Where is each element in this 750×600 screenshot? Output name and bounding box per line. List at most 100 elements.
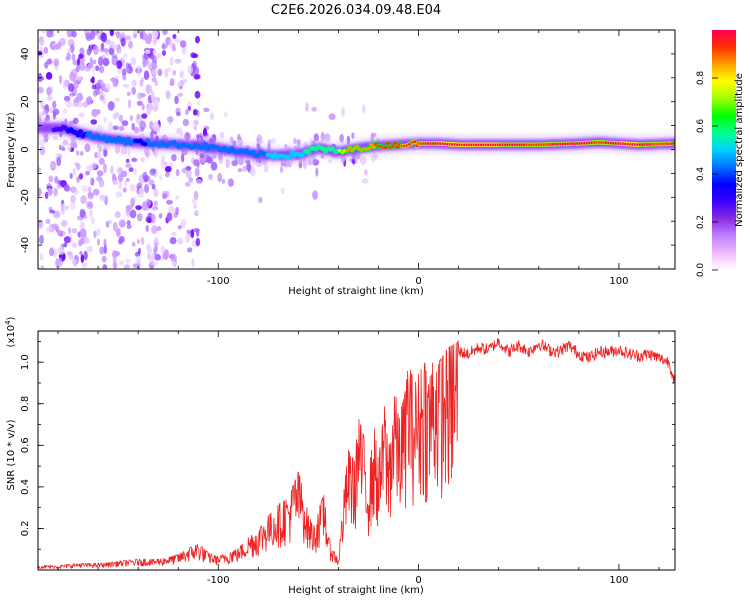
heatmap-noise-cell <box>52 135 59 141</box>
heatmap-noise-cell <box>192 60 197 67</box>
heatmap-noise-cell <box>66 251 72 256</box>
y-tick-label: 0.4 <box>20 479 31 495</box>
heatmap-noise-cell <box>351 132 355 139</box>
heatmap-noise-cell <box>51 45 56 50</box>
heatmap-noise-cell <box>172 33 177 39</box>
heatmap-noise-cell <box>55 258 59 268</box>
heatmap-noise-cell <box>203 107 210 113</box>
heatmap-noise-cell <box>68 92 76 97</box>
heatmap-noise-cell <box>96 238 101 246</box>
heatmap-noise-cell <box>128 40 133 49</box>
chart-title: C2E6.2026.034.09.48.E04 <box>271 3 441 18</box>
heatmap-ridge-peak <box>672 142 675 145</box>
heatmap-noise-cell <box>53 210 61 219</box>
snr-panel: -100 0 100 0.2 0.4 0.6 0.8 1.0 Height of strai… <box>4 316 676 596</box>
heatmap-noise-cell <box>165 90 171 100</box>
heatmap-noise-cell <box>123 180 128 187</box>
heatmap-noise-cell <box>115 191 123 198</box>
heatmap-noise-cell <box>71 227 78 234</box>
heatmap-noise-cell <box>75 163 81 171</box>
heatmap-noise-cell <box>181 167 187 174</box>
heatmap-noise-cell <box>45 114 50 122</box>
heatmap-noise-cell <box>141 113 148 119</box>
heatmap-noise-cell <box>61 220 68 227</box>
heatmap-noise-cell <box>115 111 120 119</box>
heatmap-noise-cell <box>126 91 131 97</box>
heatmap-noise-cell <box>169 81 175 87</box>
heatmap-noise-cell <box>119 260 125 266</box>
heatmap-scatter-layer <box>38 30 380 269</box>
heatmap-noise-cell <box>100 32 108 43</box>
heatmap-noise-cell <box>219 131 225 139</box>
heatmap-noise-cell <box>137 193 145 198</box>
heatmap-ridge-cell <box>255 153 261 158</box>
heatmap-noise-cell <box>121 120 129 127</box>
snr-series-line <box>38 338 675 570</box>
heatmap-noise-cell <box>142 31 146 40</box>
heatmap-noise-cell <box>137 247 142 255</box>
heatmap-noise-cell <box>84 237 90 244</box>
heatmap-noise-cell <box>79 151 84 156</box>
heatmap-noise-cell <box>209 112 215 121</box>
heatmap-noise-cell <box>96 151 102 159</box>
heatmap-ridge-cell <box>87 130 93 136</box>
heatmap-noise-cell <box>175 195 180 200</box>
heatmap-noise-cell <box>364 169 368 176</box>
heatmap-noise-cell <box>131 79 137 87</box>
heatmap-noise-cell <box>52 100 57 109</box>
x-tick-label: 100 <box>609 276 628 287</box>
heatmap-noise-cell <box>192 66 200 75</box>
heatmap-noise-cell <box>105 50 109 56</box>
heatmap-noise-cell <box>136 212 143 222</box>
x-tick-label: -100 <box>207 276 230 287</box>
heatmap-noise-cell <box>107 100 115 111</box>
heatmap-noise-cell <box>126 224 132 229</box>
heatmap-noise-cell <box>191 198 197 205</box>
heatmap-noise-cell <box>107 121 114 132</box>
heatmap-noise-cell <box>136 113 141 120</box>
heatmap-noise-cell <box>258 196 263 203</box>
heatmap-noise-cell <box>166 212 173 222</box>
heatmap-noise-cell <box>136 239 140 245</box>
heatmap-noise-cell <box>139 31 144 40</box>
heatmap-noise-cell <box>67 48 72 53</box>
heatmap-noise-cell <box>175 59 180 64</box>
heatmap-noise-cell <box>177 237 184 245</box>
heatmap-noise-cell <box>79 228 87 237</box>
snr-y-label: SNR (10 * v/v) <box>6 419 17 490</box>
heatmap-noise-cell <box>60 205 66 215</box>
heatmap-noise-cell <box>69 201 76 211</box>
heatmap-noise-cell <box>94 86 101 96</box>
heatmap-noise-cell <box>40 30 47 34</box>
heatmap-noise-cell <box>102 98 107 106</box>
heatmap-noise-cell <box>71 53 76 62</box>
heatmap-noise-cell <box>91 108 99 118</box>
heatmap-noise-cell <box>62 108 68 114</box>
heatmap-noise-cell <box>136 100 143 106</box>
heatmap-noise-cell <box>131 122 136 131</box>
heatmap-noise-cell <box>193 204 198 209</box>
heatmap-noise-cell <box>256 138 261 143</box>
heatmap-noise-cell <box>171 260 177 266</box>
x-tick-label: 0 <box>415 575 421 586</box>
heatmap-noise-cell <box>148 32 153 41</box>
heatmap-noise-cell <box>206 156 213 164</box>
heatmap-noise-cell <box>221 178 226 184</box>
heatmap-noise-cell <box>38 167 42 172</box>
heatmap-noise-cell <box>217 172 223 183</box>
heatmap-noise-cell <box>128 167 134 173</box>
heatmap-noise-cell <box>181 46 187 55</box>
heatmap-noise-cell <box>144 183 150 194</box>
heatmap-noise-cell <box>100 42 105 51</box>
heatmap-noise-cell <box>112 261 118 269</box>
heatmap-noise-cell <box>52 108 60 116</box>
heatmap-noise-cell <box>99 246 105 255</box>
heatmap-noise-cell <box>114 97 121 102</box>
heatmap-noise-cell <box>72 117 79 125</box>
heatmap-noise-cell <box>196 109 200 117</box>
heatmap-noise-cell <box>180 218 187 229</box>
heatmap-noise-cell <box>208 173 214 181</box>
heatmap-noise-cell <box>102 57 110 67</box>
snr-y-scale: (x104) <box>4 316 17 347</box>
heatmap-noise-cell <box>118 125 125 131</box>
